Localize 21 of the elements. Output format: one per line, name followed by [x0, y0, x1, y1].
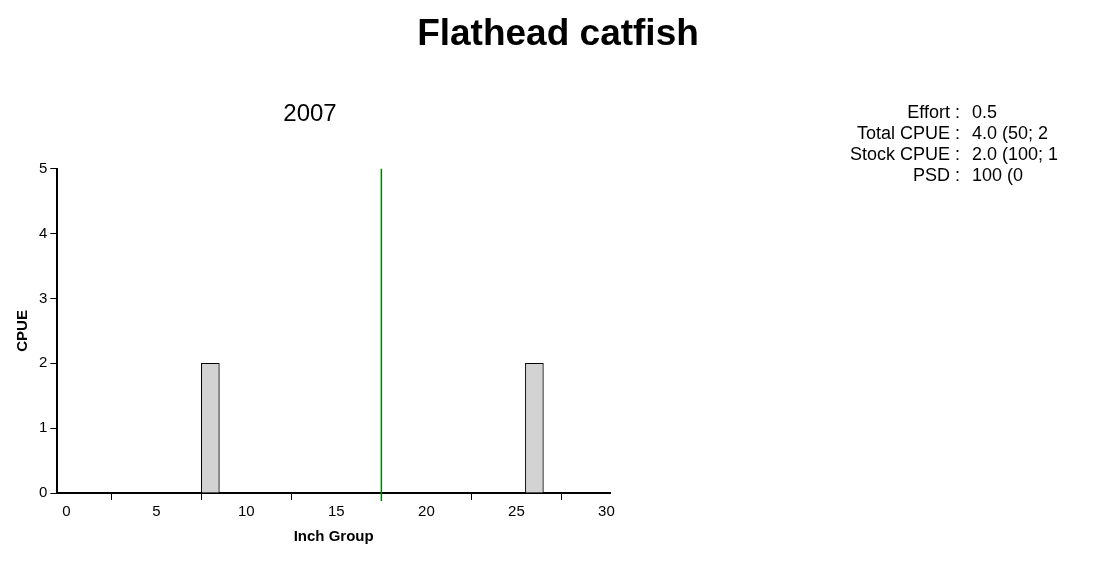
x-tick-label: 15: [328, 502, 345, 520]
x-tick-label: 10: [238, 502, 255, 520]
y-tick-label: 1: [39, 418, 48, 436]
x-tick-label: 25: [508, 502, 525, 520]
y-axis-title: CPUE: [13, 310, 31, 352]
y-tick-label: 3: [39, 288, 48, 306]
chart-subtitle: 2007: [283, 99, 337, 127]
x-tick-label: 0: [62, 502, 71, 520]
y-tick-label: 5: [39, 158, 48, 176]
y-tick-label: 2: [39, 353, 48, 371]
y-tick-label: 4: [39, 223, 48, 241]
text: Effort : 0.5: [906, 102, 998, 123]
chart-title: Flathead catfish: [416, 12, 700, 54]
text: Stock CPUE : 2.0 (100; 1: [848, 144, 1059, 165]
x-tick-label: 20: [418, 502, 435, 520]
text: Total CPUE : 4.0 (50; 2: [855, 123, 1049, 144]
x-axis-title: Inch Group: [293, 527, 374, 545]
y-tick-label: 0: [39, 483, 48, 501]
text: PSD : 100 (0: [912, 165, 1024, 186]
x-tick-label: 5: [152, 502, 161, 520]
x-tick-label: 30: [598, 502, 615, 520]
